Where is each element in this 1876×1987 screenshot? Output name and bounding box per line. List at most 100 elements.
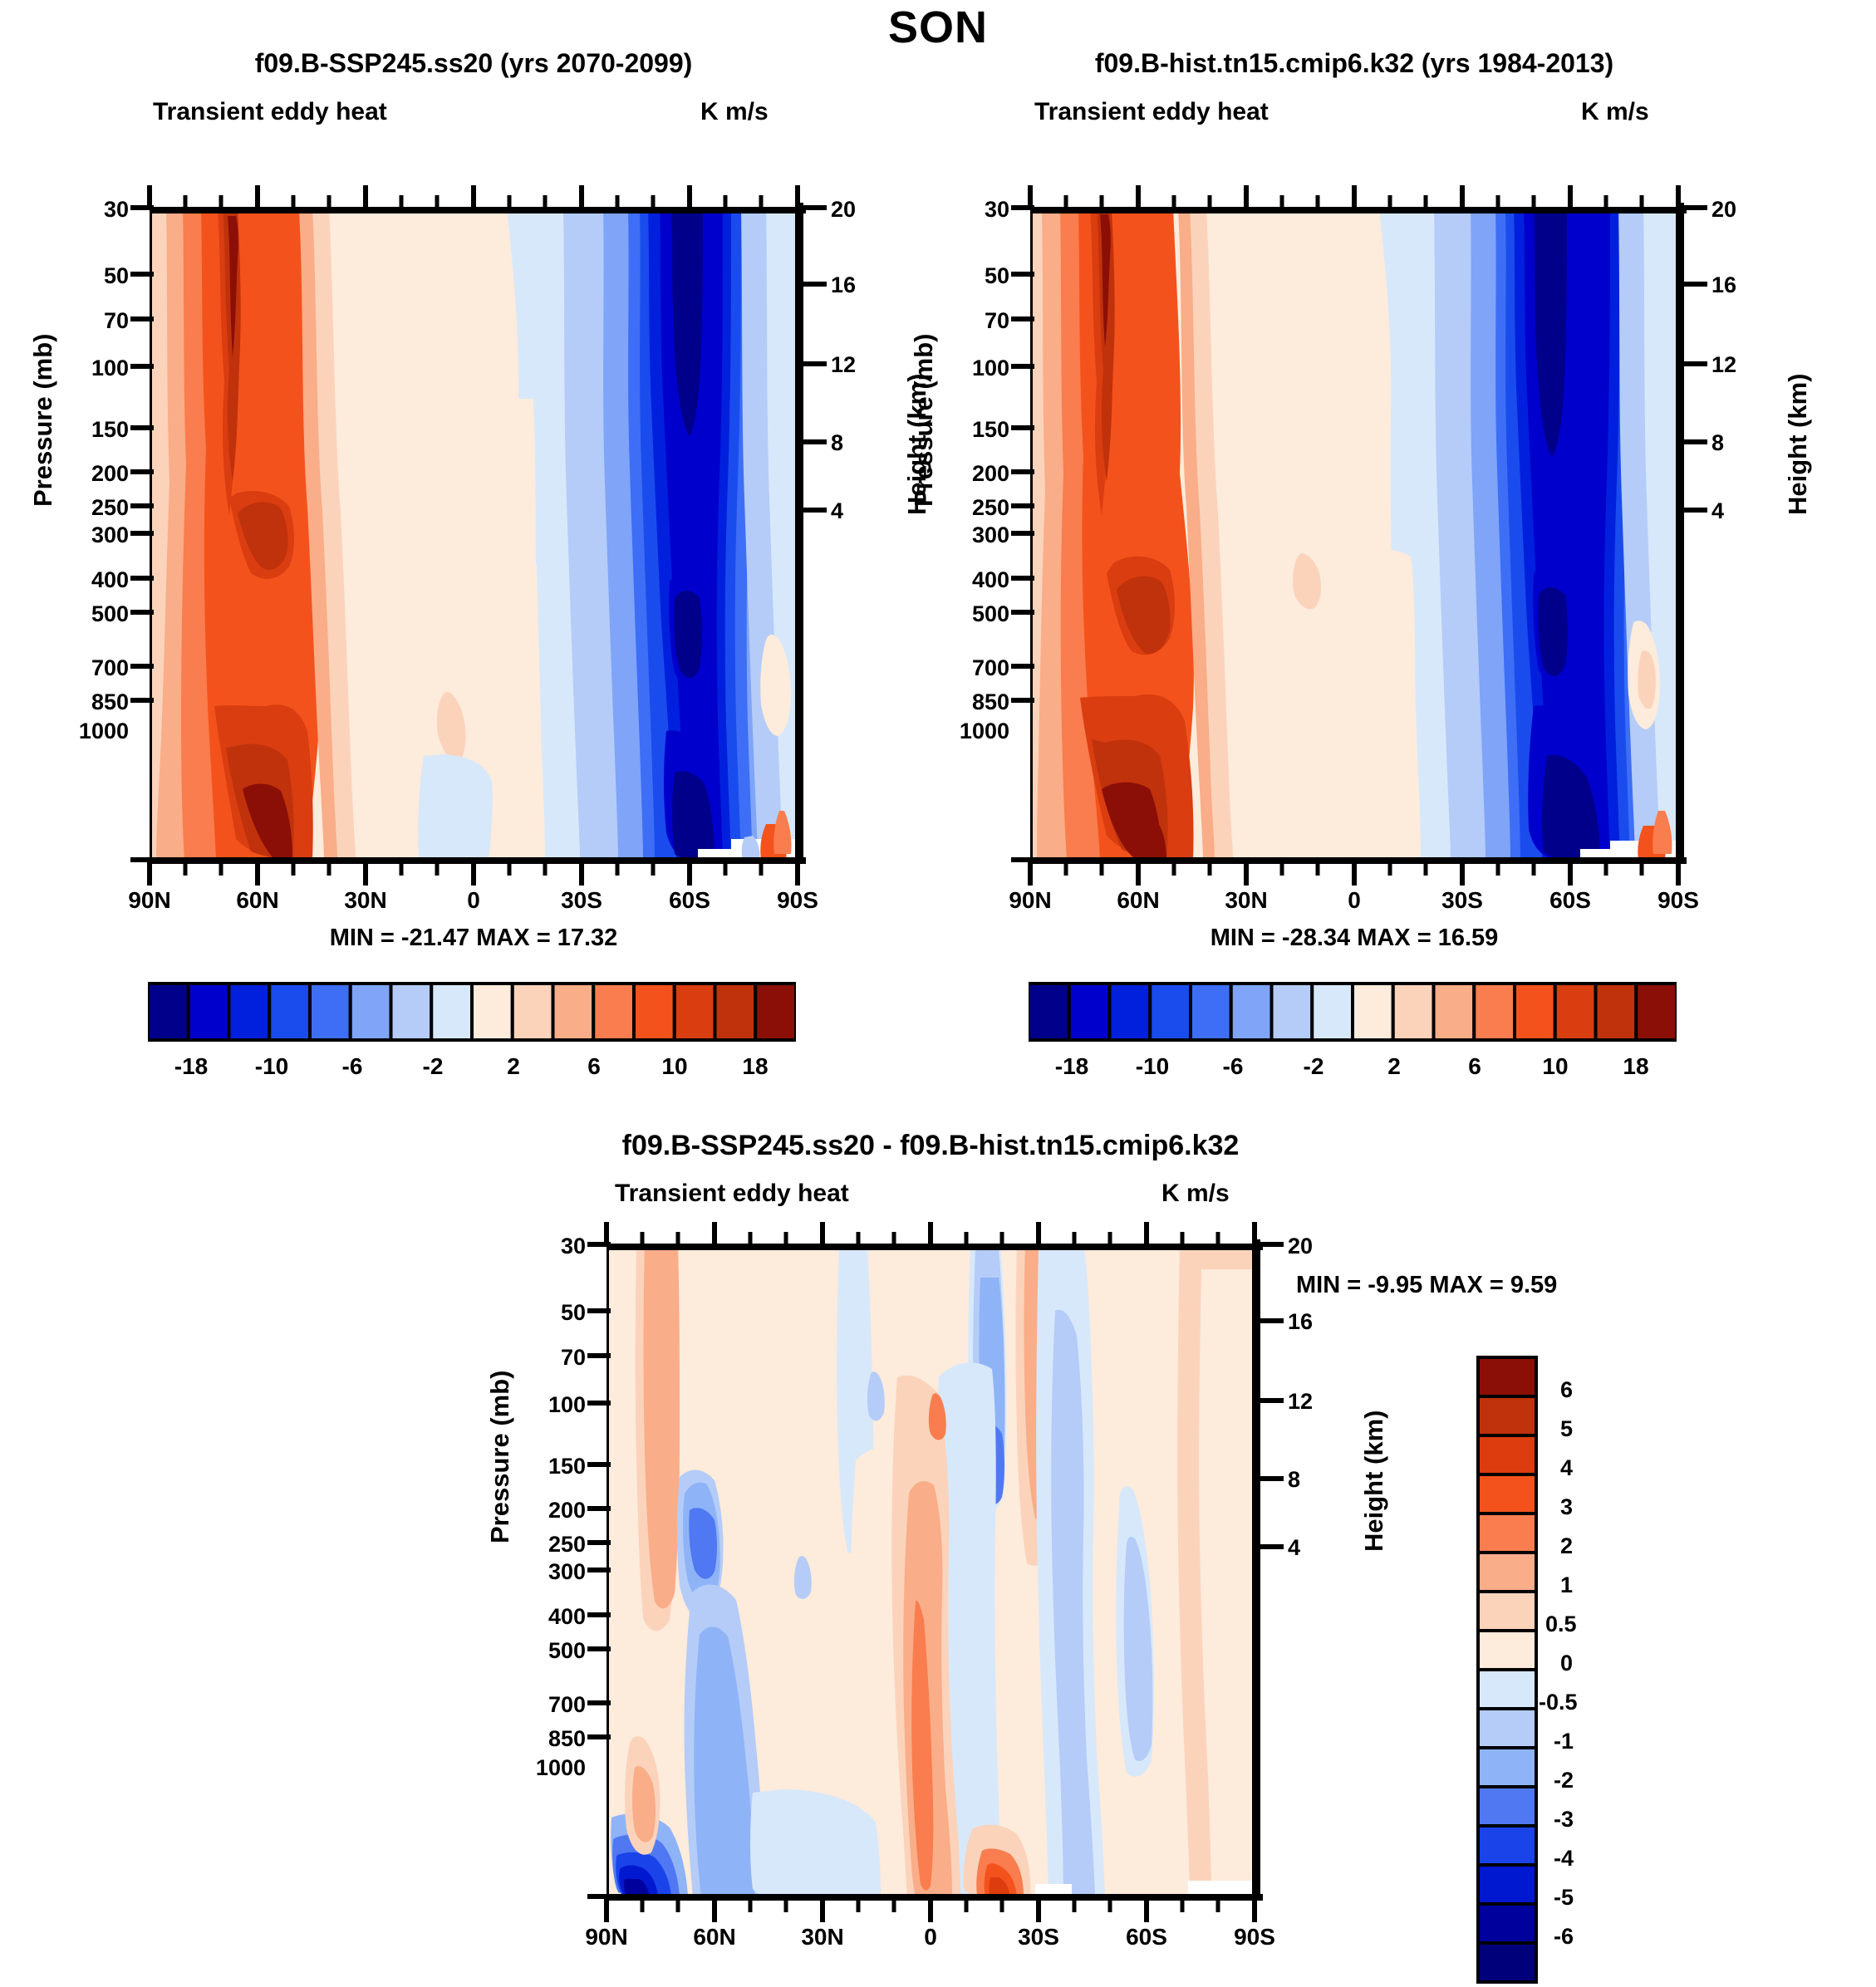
axis-ticks-left-top-right (1011, 205, 1034, 862)
colorbar-top-right[interactable] (1029, 982, 1677, 1042)
ytick-right-top-right-12: 12 (1711, 352, 1737, 377)
ytick-top-left-850: 850 (91, 689, 129, 714)
axis-ticks-bottom-bottom-panel (604, 1894, 1263, 1922)
figure-suptitle: SON (887, 2, 989, 52)
colorbar-cell (551, 982, 596, 1042)
ytick-top-right-150: 150 (971, 417, 1009, 442)
ytick-top-left-1000: 1000 (78, 719, 129, 743)
ytick-bottom-100: 100 (548, 1392, 586, 1417)
colorbar-cell (227, 982, 272, 1042)
colorbar-label-top-right-7: 18 (1623, 1053, 1649, 1079)
colorbar-cell (268, 982, 312, 1042)
colorbar-cell (754, 982, 796, 1042)
ytick-bottom-30: 30 (560, 1234, 586, 1258)
colorbar-label-top-right-5: 6 (1468, 1053, 1481, 1079)
ytick-top-left-250: 250 (91, 495, 129, 520)
ytick-top-right-1000: 1000 (959, 719, 1009, 743)
panel-units-label-top-left: K m/s (700, 98, 769, 125)
xtick-top-left-30N: 30N (344, 887, 387, 913)
colorbar-cell (1476, 1551, 1538, 1593)
colorbar-diff-label-4: 2 (1560, 1533, 1574, 1558)
axis-ticks-top-bottom-panel (604, 1222, 1263, 1250)
axis-right-bottom-panel (1254, 1239, 1284, 1900)
colorbar-top-left[interactable] (148, 982, 796, 1042)
contour-plot-bottom (607, 1244, 1256, 1898)
colorbar-label-top-left-7: 18 (742, 1053, 769, 1079)
xtick-top-right-60N: 60N (1117, 887, 1160, 913)
colorbar-cell (1148, 982, 1192, 1042)
xtick-bottom-60N: 60N (693, 1924, 736, 1950)
ytick-bottom-850: 850 (548, 1726, 586, 1751)
ytick-bottom-70: 70 (560, 1345, 586, 1370)
panel-variable-label-top-right: Transient eddy heat (1034, 98, 1269, 125)
colorbar-diff-label-9: -1 (1554, 1729, 1574, 1754)
colorbar-cell (430, 982, 474, 1042)
colorbar-diff-label-14: -6 (1554, 1924, 1574, 1949)
ytick-top-right-400: 400 (971, 567, 1009, 592)
ytick-bottom-150: 150 (548, 1454, 586, 1479)
ytick-bottom-700: 700 (548, 1692, 586, 1717)
panel-variable-label-top-left: Transient eddy heat (153, 98, 387, 125)
colorbar-diff-label-6: 0.5 (1545, 1612, 1577, 1636)
ytick-top-left-500: 500 (91, 601, 129, 626)
colorbar-diff-label-12: -4 (1554, 1846, 1574, 1871)
xtick-top-left-0: 0 (467, 887, 480, 913)
colorbar-cell (1472, 982, 1516, 1042)
ytick-top-left-30: 30 (103, 197, 129, 222)
colorbar-cell (1553, 982, 1598, 1042)
ytick-right-bottom-4: 4 (1288, 1535, 1301, 1560)
colorbar-cell (1476, 1668, 1538, 1710)
colorbar-cell (1476, 1902, 1538, 1945)
ytick-top-right-250: 250 (971, 495, 1009, 520)
ytick-top-right-70: 70 (984, 308, 1009, 333)
axis-right-top-left (797, 203, 827, 863)
ytick-right-top-right-4: 4 (1711, 498, 1725, 523)
ytick-top-left-50: 50 (103, 263, 129, 288)
xtick-bottom-0: 0 (924, 1924, 937, 1950)
minmax-bottom: MIN = -9.95 MAX = 9.59 (1296, 1272, 1558, 1298)
minmax-top-left: MIN = -21.47 MAX = 17.32 (329, 925, 618, 951)
colorbar-cell (1634, 982, 1677, 1042)
axis-ticks-left-bottom-panel (587, 1242, 611, 1899)
ytick-top-right-200: 200 (971, 461, 1009, 486)
colorbar-diff[interactable] (1476, 1356, 1540, 1987)
panel-units-label-bottom: K m/s (1161, 1180, 1230, 1207)
colorbar-cell (1476, 1473, 1538, 1515)
ytick-bottom-1000: 1000 (535, 1755, 586, 1780)
xtick-bottom-90N: 90N (585, 1924, 628, 1950)
colorbar-label-top-right-1: -10 (1135, 1053, 1170, 1079)
colorbar-cell (1269, 982, 1314, 1042)
ytick-top-left-700: 700 (91, 655, 129, 680)
ytick-top-left-100: 100 (91, 356, 129, 380)
ytick-right-bottom-8: 8 (1288, 1467, 1301, 1492)
panel-title-top-left: f09.B-SSP245.ss20 (yrs 2070-2099) (254, 48, 693, 78)
colorbar-cell (592, 982, 636, 1042)
colorbar-cell (1476, 1590, 1538, 1632)
xtick-top-left-90S: 90S (777, 887, 818, 913)
ytick-right-top-right-20: 20 (1711, 197, 1737, 222)
colorbar-cell (1476, 1863, 1538, 1906)
colorbar-diff-label-11: -3 (1554, 1807, 1574, 1832)
ytick-right-top-left-12: 12 (831, 352, 857, 377)
colorbar-cell (470, 982, 514, 1042)
ytick-right-top-right-16: 16 (1711, 272, 1737, 297)
xtick-top-left-60S: 60S (669, 887, 710, 913)
ytick-top-right-50: 50 (984, 263, 1009, 288)
ytick-top-right-30: 30 (984, 197, 1009, 222)
axis-ticks-top-top-right (1028, 185, 1687, 213)
colorbar-cell (632, 982, 676, 1042)
xtick-top-left-90N: 90N (128, 887, 171, 913)
ytick-bottom-250: 250 (548, 1532, 586, 1557)
colorbar-label-top-right-2: -6 (1222, 1053, 1244, 1079)
ytick-right-top-right-8: 8 (1711, 430, 1725, 455)
colorbar-diff-label-0: 6 (1560, 1377, 1574, 1402)
ytick-right-bottom-20: 20 (1288, 1234, 1314, 1258)
xtick-top-right-90N: 90N (1009, 887, 1052, 913)
colorbar-cell (1513, 982, 1557, 1042)
xtick-bottom-60S: 60S (1126, 1924, 1167, 1950)
axis-ticks-bottom-top-right (1028, 857, 1687, 886)
ytick-top-right-100: 100 (971, 356, 1009, 380)
colorbar-cell (1476, 1824, 1538, 1867)
colorbar-cell (308, 982, 352, 1042)
colorbar-cell (1107, 982, 1152, 1042)
